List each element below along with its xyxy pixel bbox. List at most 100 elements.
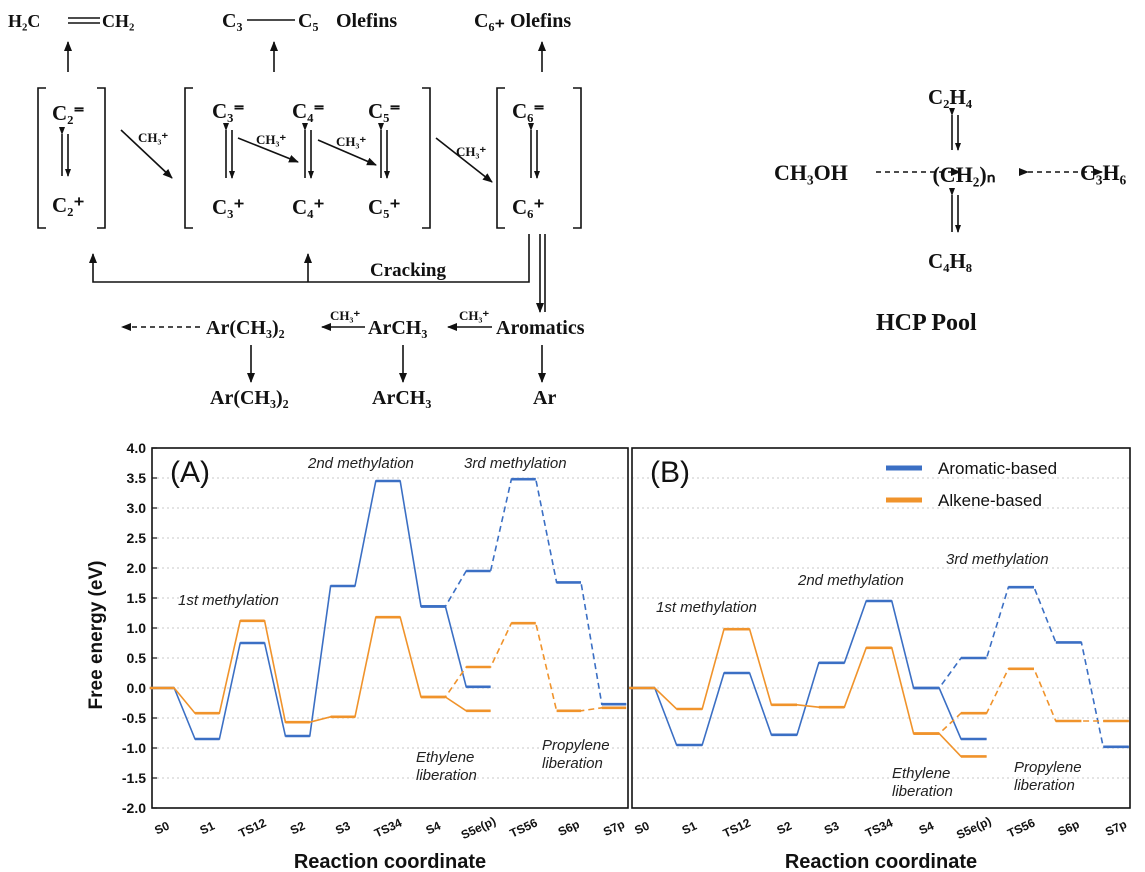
annotation-1st-methylation: 1st methylation <box>178 592 279 609</box>
y-tick-label: -2.0 <box>122 800 146 816</box>
methyl-cation-label: CH₃⁺ <box>459 308 489 323</box>
x-tick-label: S7p <box>601 817 627 839</box>
olefins-label: Olefins <box>336 10 397 32</box>
y-tick-label: 0.5 <box>127 650 147 666</box>
series-dashed-aromatic <box>913 586 1129 748</box>
y-tick-label: 4.0 <box>127 440 147 456</box>
x-tick-label: TS12 <box>236 815 268 840</box>
x-tick-label: S4 <box>424 818 444 837</box>
ar-product: Ar <box>533 387 556 409</box>
annotation-2nd-methylation: 2nd methylation <box>797 572 904 589</box>
x-tick-label: S4 <box>917 818 937 837</box>
x-axis-label: Reaction coordinate <box>785 851 977 872</box>
y-axis-label: Free energy (eV) <box>86 561 107 710</box>
annotation-liberation: liberation <box>416 767 477 784</box>
ch3oh-label: CH₃OH <box>774 160 848 185</box>
y-tick-label: 1.0 <box>127 620 147 636</box>
annotation-ethylene: Ethylene <box>416 749 474 766</box>
methyl-cation-label: CH₃⁺ <box>336 134 366 149</box>
x-tick-label: S0 <box>632 818 652 837</box>
annotation-propylene: Propylene <box>1014 759 1082 776</box>
x-tick-label: S5e(p) <box>459 814 498 842</box>
y-tick-label: 3.5 <box>127 470 147 486</box>
x-tick-label: TS56 <box>508 815 540 840</box>
c2-olefin: C₂⁼ <box>52 101 85 125</box>
c4-cation: C₄⁺ <box>292 195 325 219</box>
series-line-aromatic <box>629 600 987 746</box>
annotation-3rd-methylation: 3rd methylation <box>946 551 1049 568</box>
series-line-alkene <box>629 628 987 758</box>
x-tick-label: S6p <box>556 817 582 839</box>
x-tick-label: TS56 <box>1005 815 1037 840</box>
x-tick-label: S7p <box>1103 817 1129 839</box>
annotation-2nd-methylation: 2nd methylation <box>307 455 414 472</box>
energy-chart-panel-b: S0 S1 TS12 S2 S3 TS34 S4 S5e(p) TS56 S6p S7p Reacti… <box>629 447 1131 872</box>
panel-label: (A) <box>170 456 210 489</box>
c6-cation: C₆⁺ <box>512 195 545 219</box>
c3-olefin: C₃⁼ <box>212 99 245 123</box>
x-tick-label: S1 <box>198 818 218 837</box>
methyl-cation-label: CH₃⁺ <box>256 132 286 147</box>
x-tick-label: TS12 <box>721 815 753 840</box>
annotation-1st-methylation: 1st methylation <box>656 599 757 616</box>
y-tick-label: 2.0 <box>127 560 147 576</box>
c3-olefin-product: C₃ <box>222 10 242 32</box>
c5-olefin: C₅⁼ <box>368 99 401 123</box>
x-axis-label: Reaction coordinate <box>294 851 486 872</box>
c4-olefin: C₄⁼ <box>292 99 325 123</box>
legend-label: Alkene-based <box>938 491 1042 510</box>
annotation-liberation: liberation <box>892 783 953 800</box>
series-dashed-alkene <box>913 668 1129 735</box>
x-tick-label: TS34 <box>372 815 404 840</box>
y-tick-label: -1.0 <box>122 740 146 756</box>
series-dashed-aromatic <box>421 478 627 705</box>
x-tick-label: S5e(p) <box>954 814 993 842</box>
c2-cation: C₂⁺ <box>52 193 85 217</box>
legend-label: Aromatic-based <box>938 459 1057 478</box>
methyl-cation-label: CH₃⁺ <box>138 130 168 145</box>
aromatics-label: Aromatics <box>496 317 585 339</box>
x-tick-label: S3 <box>822 818 842 837</box>
c3h6-label: C₃H₆ <box>1080 160 1127 185</box>
arch3-label: ArCH₃ <box>368 317 427 339</box>
x-tick-label: S1 <box>680 818 700 837</box>
y-tick-label: -0.5 <box>122 710 146 726</box>
x-tick-label: S3 <box>333 818 353 837</box>
c5-cation: C₅⁺ <box>368 195 401 219</box>
cracking-label: Cracking <box>370 260 447 281</box>
annotation-ethylene: Ethylene <box>892 765 950 782</box>
c5-olefin-product: C₅ <box>298 10 318 32</box>
plot-frame <box>631 447 1131 809</box>
x-tick-label: S2 <box>775 818 795 837</box>
y-tick-label: 1.5 <box>127 590 147 606</box>
annotation-liberation: liberation <box>542 755 603 772</box>
ar-ch3-2-product: Ar(CH₃)₂ <box>210 387 289 409</box>
methyl-cation-label: CH₃⁺ <box>456 144 486 159</box>
x-tick-label: S0 <box>152 818 172 837</box>
annotation-3rd-methylation: 3rd methylation <box>464 455 567 472</box>
reaction-scheme: H₂C CH₂ C₃ C₅ Olefins C₆₊ Olefins C₂⁼ C₂… <box>8 10 1127 409</box>
y-tick-label: 3.0 <box>127 500 147 516</box>
y-tick-label: -1.5 <box>122 770 146 786</box>
ethylene-right-label: CH₂ <box>102 11 134 31</box>
ethylene-left-label: H₂C <box>8 11 40 31</box>
annotation-propylene: Propylene <box>542 737 610 754</box>
methyl-cation-label: CH₃⁺ <box>330 308 360 323</box>
y-tick-label: 2.5 <box>127 530 147 546</box>
series-line-alkene <box>149 616 491 723</box>
series-line-aromatic <box>149 480 491 740</box>
x-tick-label: TS34 <box>863 815 895 840</box>
c4h8-label: C₄H₈ <box>928 249 972 273</box>
hcp-pool-title: HCP Pool <box>876 310 977 336</box>
arch3-product: ArCH₃ <box>372 387 431 409</box>
panel-label: (B) <box>650 456 690 489</box>
ar-ch3-2-label: Ar(CH₃)₂ <box>206 317 285 339</box>
y-tick-label: 0.0 <box>127 680 147 696</box>
c2h4-label: C₂H₄ <box>928 85 973 109</box>
c3-cation: C₃⁺ <box>212 195 245 219</box>
ch2n-label: (CH₂)ₙ <box>932 162 995 187</box>
annotation-liberation: liberation <box>1014 777 1075 794</box>
x-tick-label: S2 <box>288 818 308 837</box>
x-tick-label: S6p <box>1056 817 1082 839</box>
